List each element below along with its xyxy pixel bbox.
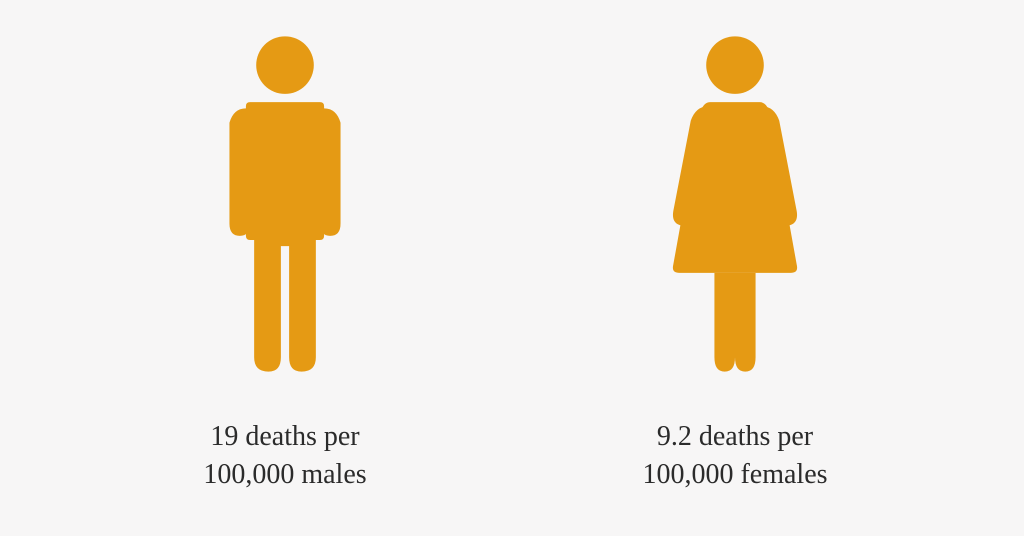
male-icon (110, 30, 460, 380)
person-female-svg (663, 30, 807, 380)
male-caption: 19 deaths per 100,000 males (110, 418, 460, 494)
female-icon (560, 30, 910, 380)
male-panel: 19 deaths per 100,000 males (110, 30, 460, 494)
person-male-svg (213, 30, 357, 380)
female-caption: 9.2 deaths per 100,000 females (560, 418, 910, 494)
infographic-canvas: 19 deaths per 100,000 males 9.2 deaths p… (0, 0, 1024, 536)
female-panel: 9.2 deaths per 100,000 females (560, 30, 910, 494)
